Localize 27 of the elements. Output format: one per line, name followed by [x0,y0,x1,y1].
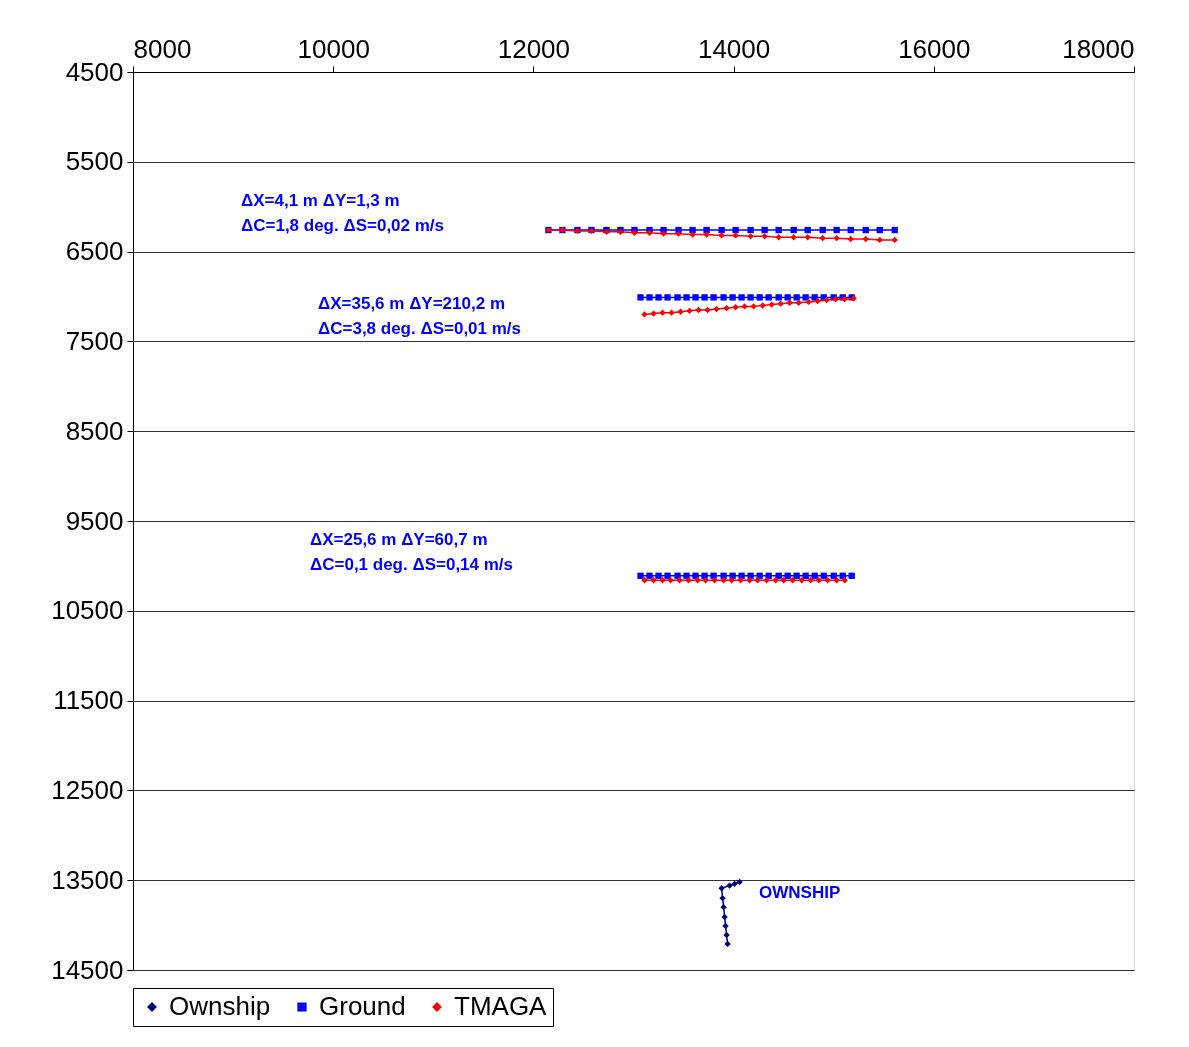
annotation: ΔC=1,8 deg. ΔS=0,02 m/s [241,216,445,235]
x-tick-label: 16000 [898,33,971,64]
annotation: ΔC=3,8 deg. ΔS=0,01 m/s [318,319,522,338]
legend-label: Ownship [169,991,271,1021]
y-tick-label: 6500 [65,236,124,267]
annotation: ΔX=35,6 m ΔY=210,2 m [318,294,505,313]
legend-label: Ground [319,991,406,1021]
x-tick-label: 12000 [497,33,571,64]
annotation: ΔX=25,6 m ΔY=60,7 m [310,530,488,549]
y-tick-label: 13500 [51,864,124,895]
x-tick-label: 14000 [697,33,771,64]
y-tick-label: 14500 [51,954,124,985]
x-tick-label: 18000 [1062,33,1135,64]
annotation: OWNSHIP [759,883,841,902]
y-tick-label: 5500 [65,146,124,177]
y-tick-label: 10500 [51,595,124,626]
y-tick-label: 9500 [65,505,124,536]
annotation: ΔX=4,1 m ΔY=1,3 m [241,191,400,210]
x-tick-label: 8000 [133,33,192,64]
y-tick-label: 4500 [65,56,124,87]
y-tick-label: 8500 [65,415,124,446]
y-tick-label: 12500 [51,774,124,805]
annotation: ΔC=0,1 deg. ΔS=0,14 m/s [310,555,514,574]
y-tick-label: 7500 [65,325,124,356]
legend-label: TMAGA [454,991,548,1021]
y-tick-label: 11500 [53,685,124,716]
x-tick-label: 10000 [297,33,370,64]
